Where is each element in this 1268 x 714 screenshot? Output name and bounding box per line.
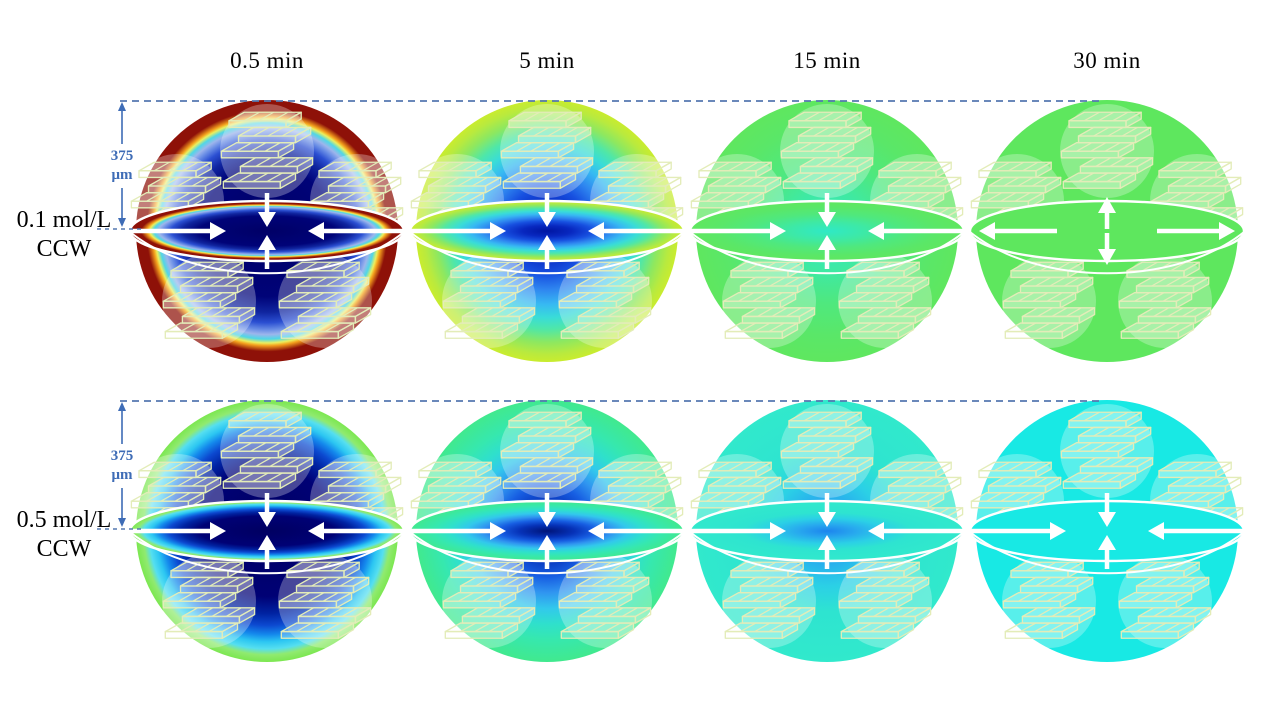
flow-arrow-head	[588, 222, 604, 240]
flow-arrow-head	[770, 522, 786, 540]
column-header-0-5min: 0.5 min	[230, 48, 304, 73]
disk-lower-edge	[129, 531, 405, 575]
flow-arrow-head	[258, 535, 276, 550]
flow-arrow-head	[258, 212, 276, 227]
disk-lower-edge	[409, 531, 685, 575]
flow-arrow-head	[490, 222, 506, 240]
flow-arrow-head	[490, 522, 506, 540]
sphere-30min-0-5molL	[968, 400, 1246, 662]
flow-arrow-head	[210, 222, 226, 240]
sphere-0.5min-0-5molL	[128, 400, 406, 662]
row-label-rotation: CCW	[36, 536, 92, 562]
sphere-0.5min-0-1molL	[128, 100, 406, 362]
flow-arrow-head	[979, 222, 995, 240]
flow-arrow-head	[1098, 535, 1116, 550]
column-header-15min: 15 min	[793, 48, 861, 73]
disk-lower-edge	[689, 531, 965, 575]
flow-arrow-head	[818, 512, 836, 527]
flow-arrow-head	[538, 512, 556, 527]
flow-arrow-head	[868, 522, 884, 540]
column-header-5min: 5 min	[519, 48, 575, 73]
row-label-concentration: 0.1 mol/L	[16, 207, 112, 233]
disk-lower-edge	[689, 231, 965, 275]
flow-arrow-head	[308, 522, 324, 540]
dimension-unit: μm	[111, 167, 133, 183]
flow-arrow-head	[1148, 522, 1164, 540]
dimension-value: 375	[110, 148, 134, 164]
flow-arrow-head	[210, 522, 226, 540]
flow-arrow-head	[818, 535, 836, 550]
disk-lower-edge	[969, 231, 1245, 275]
dimension-label-row2: 375 μm	[98, 447, 146, 485]
sphere-15min-0-5molL	[688, 400, 966, 662]
flow-arrow-head	[1098, 512, 1116, 527]
flow-arrow-head	[818, 235, 836, 250]
dimension-label-row1: 375 μm	[98, 147, 146, 185]
dimension-arrowhead-down	[118, 218, 126, 227]
flow-arrow-head	[258, 235, 276, 250]
row-label-concentration: 0.5 mol/L	[16, 507, 112, 533]
flow-arrow-head	[1050, 522, 1066, 540]
dimension-annotation-row1	[97, 100, 1103, 230]
row-label-0-5-molL-ccw: 0.5 mol/L CCW	[0, 506, 128, 564]
dimension-annotation-row2	[97, 400, 1103, 530]
disk-lower-edge	[129, 231, 405, 275]
sphere-5min-0-1molL	[408, 100, 686, 362]
dimension-arrowhead-down	[118, 518, 126, 527]
flow-arrow-head	[1098, 249, 1116, 265]
flow-arrow-head	[1098, 197, 1116, 213]
row-label-0-1-molL-ccw: 0.1 mol/L CCW	[0, 206, 128, 264]
flow-arrow-head	[538, 235, 556, 250]
flow-arrow-head	[308, 222, 324, 240]
flow-arrow-head	[588, 522, 604, 540]
flow-arrow-head	[818, 212, 836, 227]
flow-arrow-head	[770, 222, 786, 240]
disk-lower-edge	[969, 531, 1245, 575]
sphere-30min-0-1molL	[968, 100, 1246, 362]
disk-lower-edge	[409, 231, 685, 275]
dimension-arrowhead-up	[118, 102, 126, 111]
row-label-rotation: CCW	[36, 236, 92, 262]
sphere-15min-0-1molL	[688, 100, 966, 362]
flow-arrow-head	[258, 512, 276, 527]
column-header-30min: 30 min	[1073, 48, 1141, 73]
dimension-value: 375	[110, 448, 134, 464]
flow-arrow-head	[1219, 222, 1235, 240]
flow-arrow-head	[868, 222, 884, 240]
sphere-5min-0-5molL	[408, 400, 686, 662]
dimension-unit: μm	[111, 467, 133, 483]
flow-arrow-head	[538, 535, 556, 550]
dimension-arrowhead-up	[118, 402, 126, 411]
flow-arrow-head	[538, 212, 556, 227]
